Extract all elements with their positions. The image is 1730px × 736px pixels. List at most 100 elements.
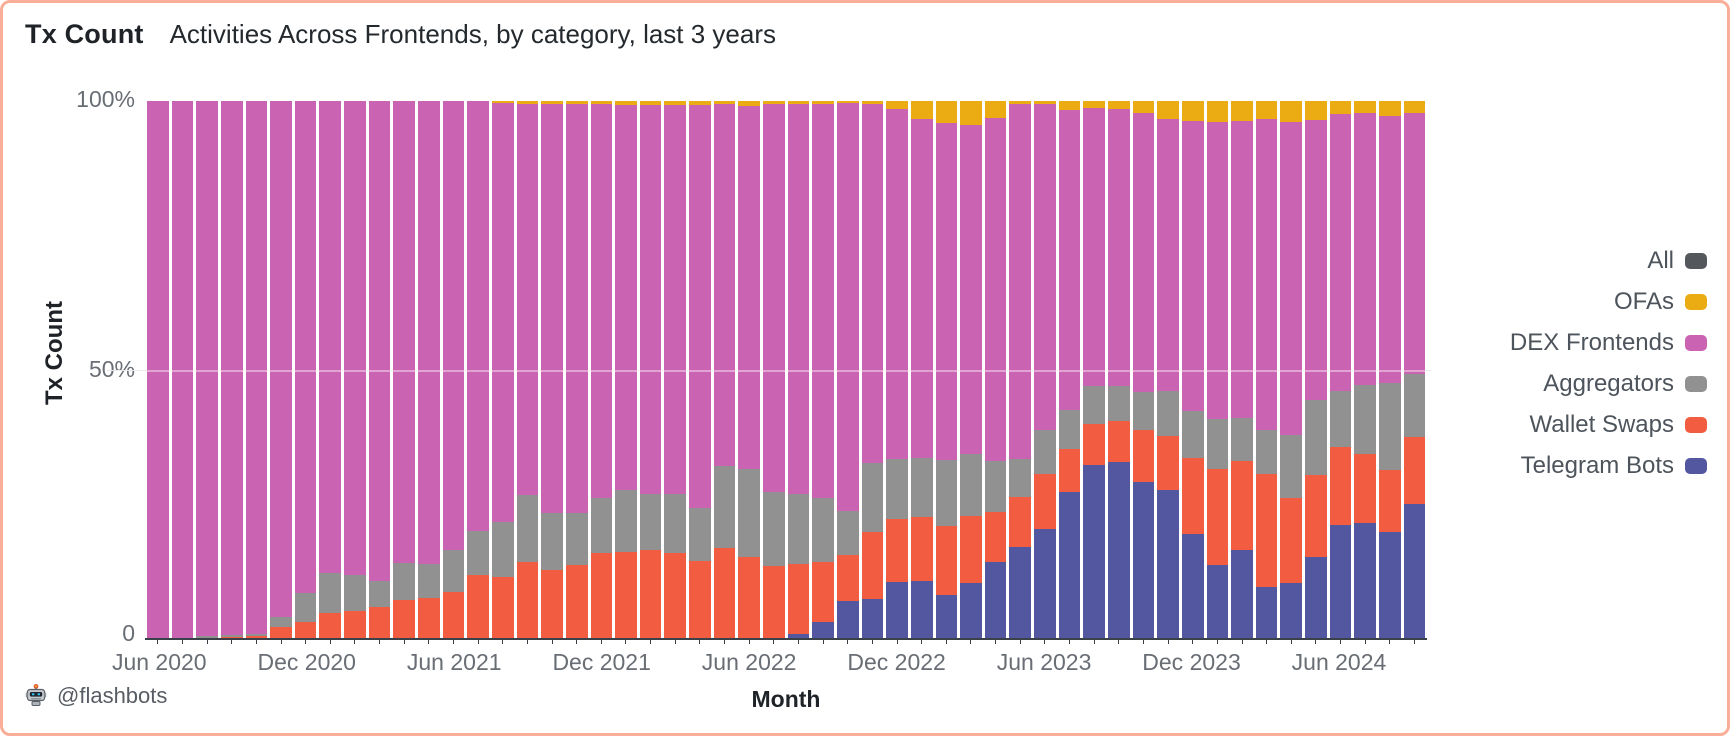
bar-segment-aggregators xyxy=(1009,458,1032,498)
x-tick-slot xyxy=(319,640,341,645)
x-tick-label: Jun 2023 xyxy=(996,649,1092,675)
bar-segment-wallet-swaps xyxy=(1329,447,1352,526)
bar-segment-wallet-swaps xyxy=(1107,420,1130,462)
bar-segment-dex-frontends xyxy=(516,103,539,496)
bar-segment-aggregators xyxy=(541,512,563,571)
bar-segment-dex-frontends xyxy=(196,101,218,636)
bar-segment-wallet-swaps xyxy=(615,552,637,638)
bar-segment-wallet-swaps xyxy=(664,553,687,638)
bar-segment-ofas xyxy=(516,101,539,104)
y-axis-title: Tx Count xyxy=(41,301,68,405)
x-tick-mark xyxy=(379,640,381,644)
bar-segment-wallet-swaps xyxy=(1181,458,1204,535)
x-tick-slot xyxy=(664,640,686,645)
bar xyxy=(368,101,391,638)
bar-segment-ofas xyxy=(491,101,514,104)
bar-segment-telegram-bots xyxy=(960,582,982,638)
x-tick-slot xyxy=(615,640,637,645)
bar-segment-wallet-swaps xyxy=(1132,430,1155,483)
x-tick-mark xyxy=(280,640,282,644)
x-tick-mark xyxy=(1216,640,1218,644)
bar xyxy=(738,101,761,638)
bar-segment-aggregators xyxy=(294,592,317,622)
bar xyxy=(491,101,514,638)
x-tick-mark xyxy=(822,640,824,644)
bar xyxy=(467,101,489,638)
x-tick-mark xyxy=(453,640,454,644)
bar-segment-wallet-swaps xyxy=(294,621,317,638)
x-tick-mark xyxy=(231,640,233,644)
bar xyxy=(1403,101,1426,638)
x-tick-mark xyxy=(1019,640,1021,644)
x-tick-mark xyxy=(1167,640,1169,644)
bar-segment-telegram-bots xyxy=(1083,464,1105,638)
bar-segment-dex-frontends xyxy=(344,101,366,576)
x-tick-slot xyxy=(418,640,440,645)
x-tick-label: Jun 2022 xyxy=(701,649,797,675)
bar-segment-aggregators xyxy=(1034,429,1056,475)
x-tick-mark xyxy=(945,640,947,644)
bar-segment-telegram-bots xyxy=(1354,522,1377,638)
bar xyxy=(935,101,958,638)
bar-segment-dex-frontends xyxy=(1354,113,1377,385)
bar xyxy=(984,101,1007,638)
bar-segment-dex-frontends xyxy=(270,101,292,617)
bar-segment-ofas xyxy=(1280,101,1303,122)
bar-segment-wallet-swaps xyxy=(1379,470,1401,533)
bar-segment-aggregators xyxy=(836,510,859,556)
bar-segment-ofas xyxy=(1058,101,1081,111)
bar-segment-aggregators xyxy=(418,563,440,599)
x-tick-slot xyxy=(1280,640,1302,645)
bar xyxy=(393,101,416,638)
bar-segment-wallet-swaps xyxy=(639,550,662,638)
bar-segment-ofas xyxy=(960,101,982,125)
x-tick-mark xyxy=(650,640,652,644)
bar-segment-dex-frontends xyxy=(1058,110,1081,411)
x-tick-mark xyxy=(995,640,997,644)
bar-segment-ofas xyxy=(1083,101,1105,108)
bar-segment-wallet-swaps xyxy=(590,553,613,638)
x-tick-mark xyxy=(403,640,405,644)
bar-segment-aggregators xyxy=(738,469,761,557)
bar-segment-wallet-swaps xyxy=(960,515,982,583)
x-tick-mark xyxy=(847,640,849,644)
bar-segment-ofas xyxy=(1181,101,1204,121)
bar-segment-aggregators xyxy=(1354,384,1377,454)
bar-segment-dex-frontends xyxy=(713,104,736,466)
x-tick-mark xyxy=(329,640,331,644)
bar xyxy=(270,101,292,638)
bar-segment-dex-frontends xyxy=(319,101,342,574)
bar-segment-ofas xyxy=(1255,101,1278,120)
x-tick-mark xyxy=(871,640,873,644)
bar-segment-dex-frontends xyxy=(664,104,687,495)
bar-segment-aggregators xyxy=(1058,410,1081,449)
bar-segment-telegram-bots xyxy=(886,582,908,638)
x-axis-labels: Jun 2020 Dec 2020 Jun 2021 Dec 2021 Jun 2022… xyxy=(112,649,1425,679)
bar-segment-telegram-bots xyxy=(1034,529,1056,638)
bar-segment-telegram-bots xyxy=(836,600,859,638)
legend-swatch xyxy=(1685,253,1707,269)
x-tick-slot xyxy=(1231,640,1253,645)
x-tick-mark xyxy=(1290,640,1292,644)
x-tick-mark xyxy=(526,640,528,644)
bar xyxy=(245,101,268,638)
x-tick-slot xyxy=(246,640,268,645)
bar-segment-wallet-swaps xyxy=(467,575,489,638)
bar-segment-dex-frontends xyxy=(1255,119,1278,430)
x-axis-line xyxy=(145,638,1427,640)
legend-item-all: All xyxy=(1510,247,1707,275)
x-tick-slot xyxy=(172,640,194,645)
x-tick-slot xyxy=(1256,640,1278,645)
bar-segment-wallet-swaps xyxy=(1354,453,1377,523)
bar-segment-wallet-swaps xyxy=(1206,468,1229,565)
legend-item-wallet-swaps: Wallet Swaps xyxy=(1510,411,1707,439)
bar-segment-dex-frontends xyxy=(147,101,169,638)
x-tick-mark xyxy=(773,640,775,644)
bar-segment-aggregators xyxy=(1181,411,1204,459)
bar-segment-ofas xyxy=(935,101,958,123)
x-tick-mark xyxy=(1118,640,1120,644)
bar-segment-wallet-swaps xyxy=(984,512,1007,563)
bar-segment-ofas xyxy=(664,101,687,105)
x-tick-mark xyxy=(477,640,479,644)
bar-segment-wallet-swaps xyxy=(319,612,342,638)
